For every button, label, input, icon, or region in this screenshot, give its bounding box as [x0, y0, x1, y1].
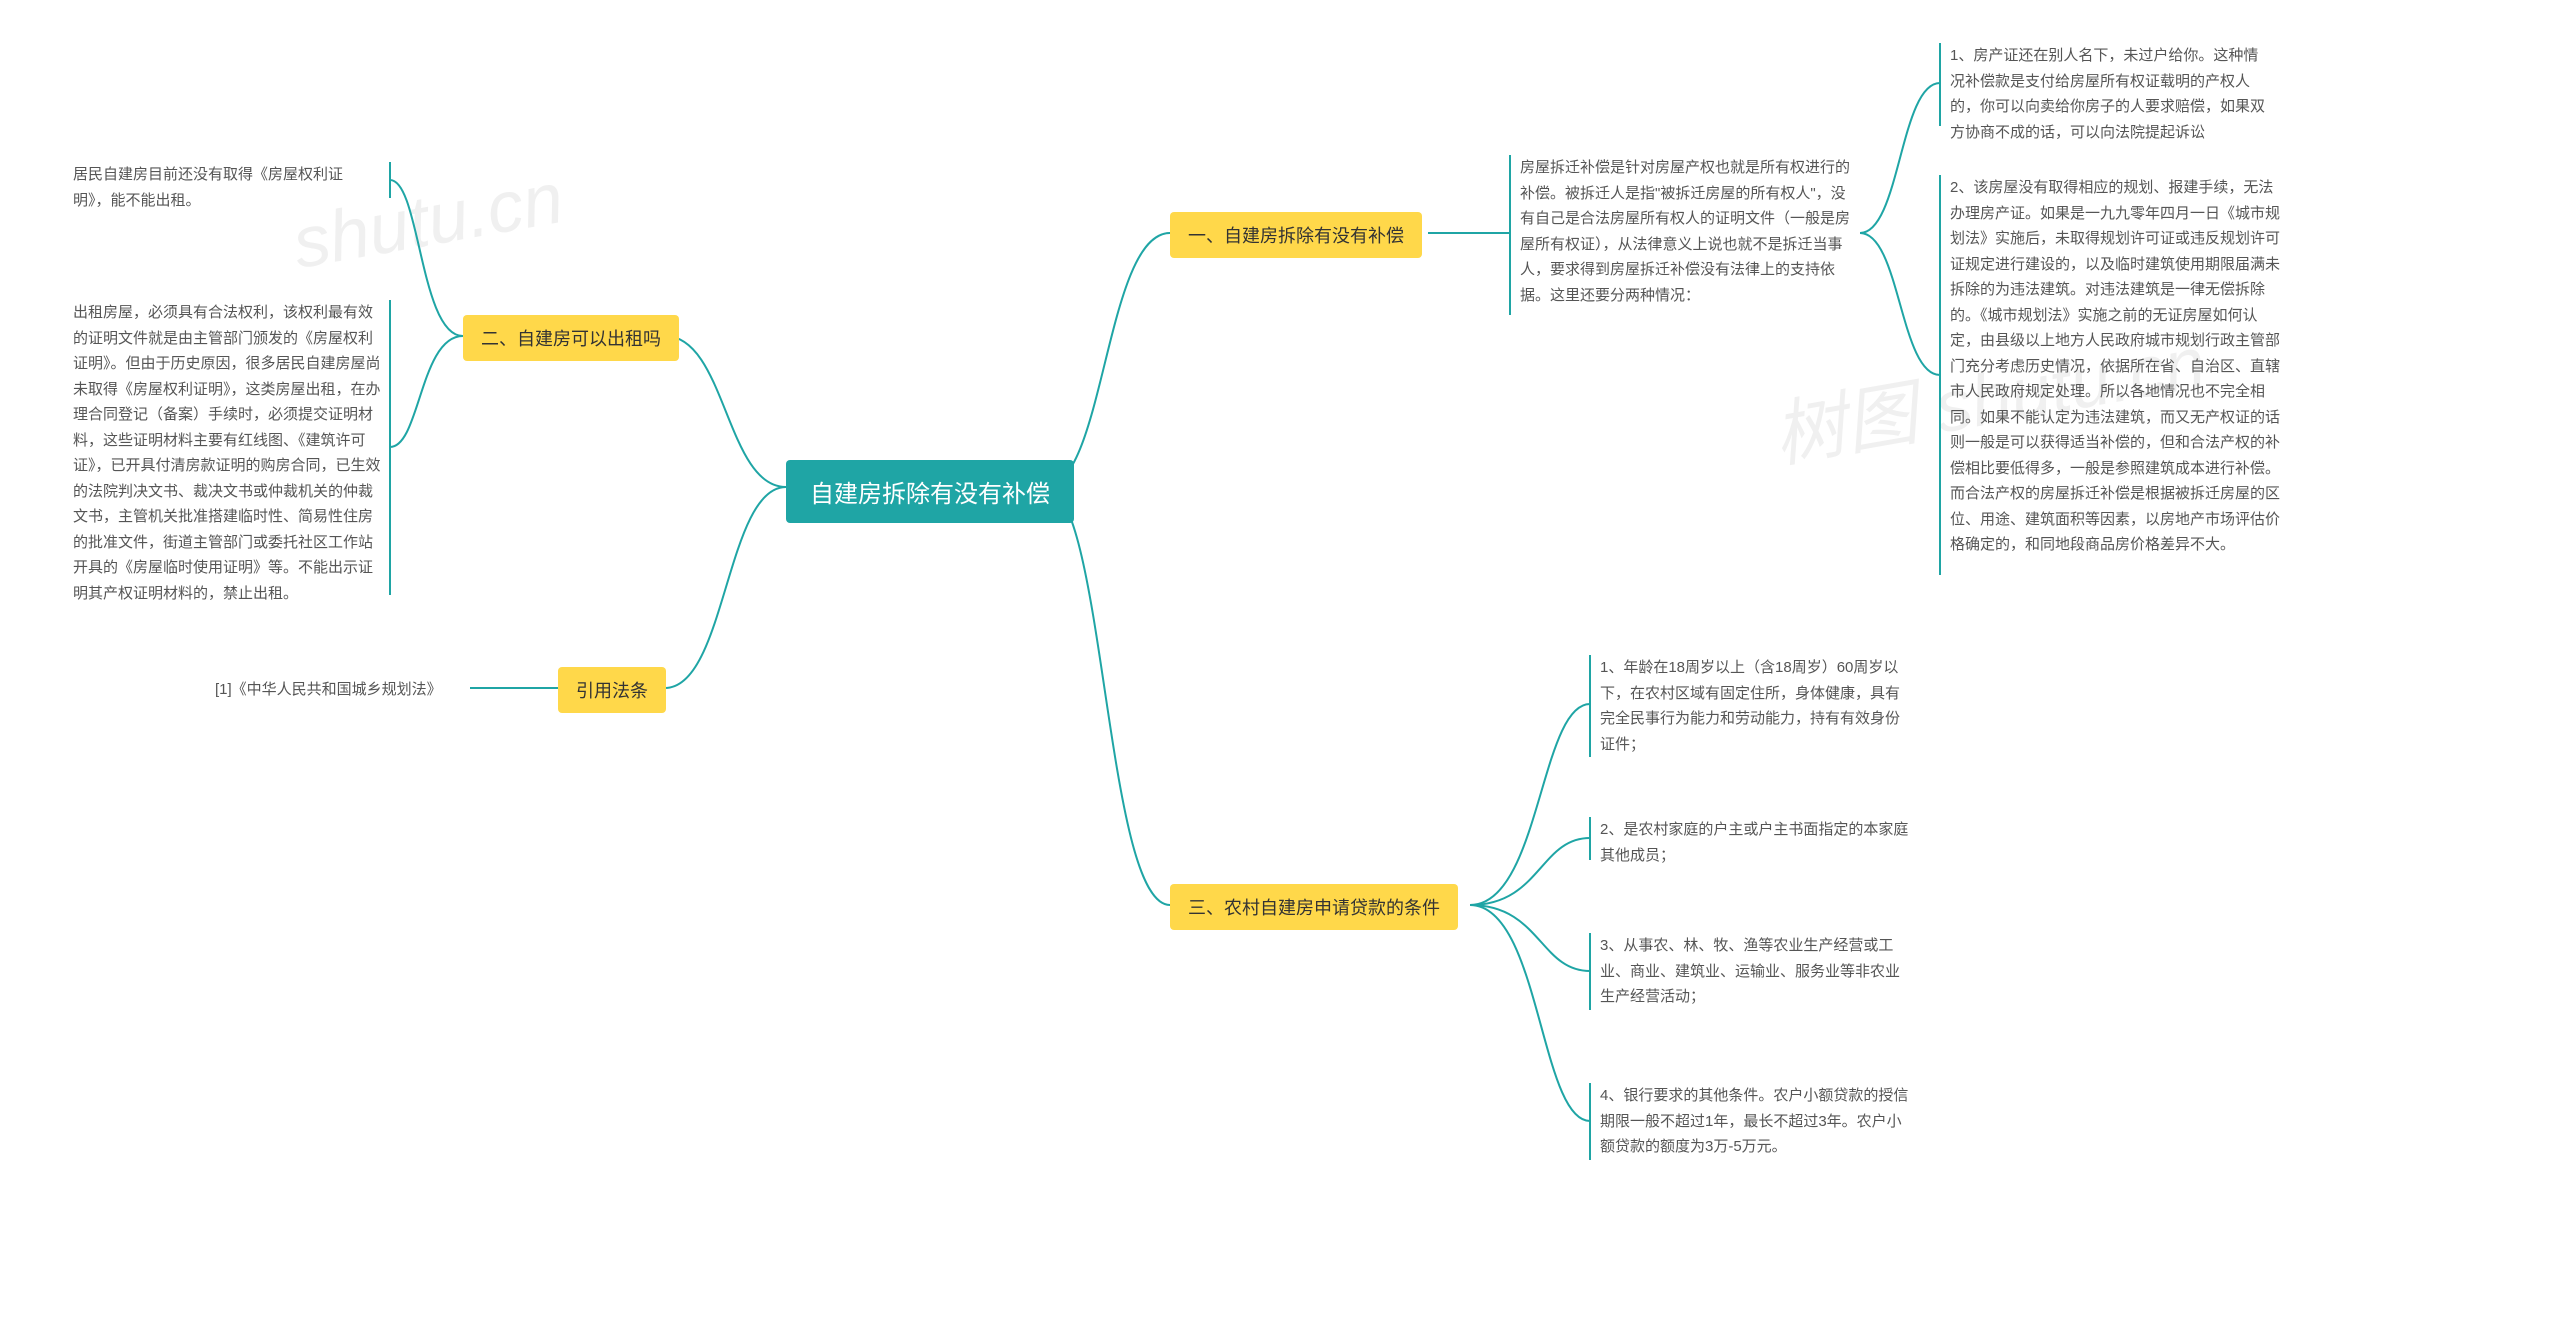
branch-1-leaf-1: 1、房产证还在别人名下，未过户给你。这种情况补偿款是支付给房屋所有权证载明的产权…	[1950, 43, 2270, 145]
branch-3-leaf-2: 2、是农村家庭的户主或户主书面指定的本家庭其他成员；	[1600, 817, 1910, 868]
branch-2-leaf-1: 居民自建房目前还没有取得《房屋权利证明》，能不能出租。	[73, 162, 378, 213]
branch-2: 二、自建房可以出租吗	[463, 315, 679, 361]
branch-3-leaf-4: 4、银行要求的其他条件。农户小额贷款的授信期限一般不超过1年，最长不超过3年。农…	[1600, 1083, 1910, 1160]
branch-ref-leaf-1: [1]《中华人民共和国城乡规划法》	[215, 677, 442, 703]
branch-3: 三、农村自建房申请贷款的条件	[1170, 884, 1458, 930]
branch-3-leaf-1: 1、年龄在18周岁以上（含18周岁）60周岁以下，在农村区域有固定住所，身体健康…	[1600, 655, 1910, 757]
branch-1-leaf-2: 2、该房屋没有取得相应的规划、报建手续，无法办理房产证。如果是一九九零年四月一日…	[1950, 175, 2280, 558]
branch-ref: 引用法条	[558, 667, 666, 713]
branch-2-leaf-2: 出租房屋，必须具有合法权利，该权利最有效的证明文件就是由主管部门颁发的《房屋权利…	[73, 300, 383, 606]
branch-3-leaf-3: 3、从事农、林、牧、渔等农业生产经营或工业、商业、建筑业、运输业、服务业等非农业…	[1600, 933, 1910, 1010]
root-node: 自建房拆除有没有补偿	[786, 460, 1074, 523]
branch-1: 一、自建房拆除有没有补偿	[1170, 212, 1422, 258]
branch-1-desc: 房屋拆迁补偿是针对房屋产权也就是所有权进行的补偿。被拆迁人是指"被拆迁房屋的所有…	[1520, 155, 1850, 308]
